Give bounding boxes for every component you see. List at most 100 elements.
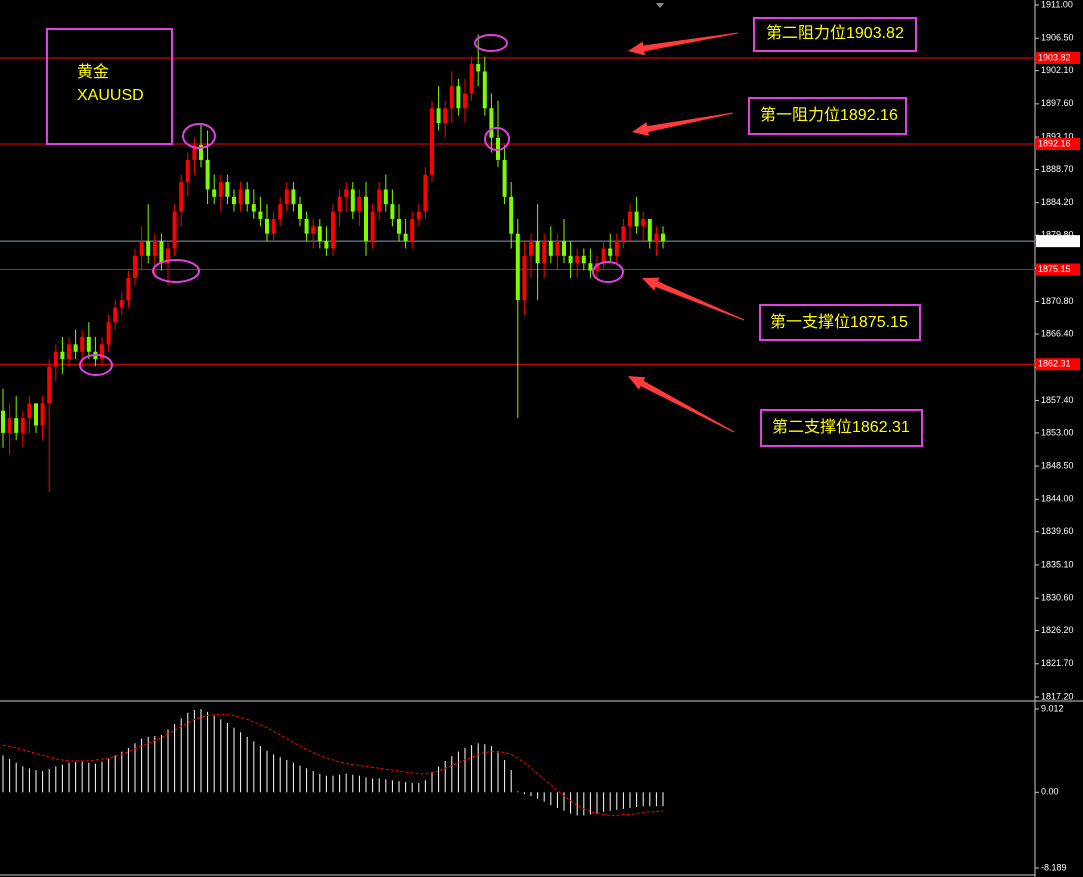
y-tick-label: -8.189 [1041,862,1067,872]
candle-body [291,189,296,205]
candles [1,34,665,492]
candle-body [119,300,124,308]
candle-body [331,211,335,249]
arrow [628,376,735,433]
candle-body [40,403,45,426]
marker-circle [484,127,510,151]
price-label: 1903.82 [1038,52,1071,62]
annotation-boxes: 黄金 XAUUSD 第二阻力位1903.82 第一阻力位1892.16 第一支撑… [46,17,923,447]
candle-body [133,255,137,278]
title: 黄金 [77,63,109,81]
candle-body [416,211,421,219]
price-label-box [1036,263,1080,276]
candle-body [100,344,104,360]
candle-body [614,241,619,256]
candle-body [634,211,639,227]
y-tick-label: 1884.20 [1041,197,1074,207]
candle-body [436,108,441,124]
y-tick-label: 1888.70 [1041,164,1074,174]
candle-body [245,189,250,205]
candle-body [568,255,573,264]
candle-body [139,241,144,256]
candle-body [80,336,85,352]
y-tick-label: 1857.40 [1041,395,1074,405]
y-tick-label: 9.012 [1041,703,1064,713]
candle-body [482,71,487,109]
candle-body [522,255,527,301]
candle-body [337,196,342,212]
price-label: 1892.16 [1038,138,1071,148]
annotation-markers [79,34,624,376]
candle-body [113,307,118,323]
candle-body [601,248,606,264]
marker-circle [182,123,216,149]
candle-body [7,418,12,433]
candle-body [73,344,78,352]
candle-body [344,189,349,197]
price-label-box [1036,137,1080,150]
candle-body [192,145,197,160]
candle-body [502,159,507,197]
annotation-box [759,304,921,341]
candle-body [159,241,164,264]
candle-body [370,211,375,242]
y-tick-label: 1817.20 [1041,691,1074,701]
candle-body [27,403,32,419]
arrow [628,32,739,56]
candle-body [548,241,553,256]
arrow [632,112,734,136]
signal-line [2,714,664,816]
candle-body [53,351,58,367]
candle-body [152,241,157,256]
candle-body [311,226,316,234]
annotation-box [748,97,907,135]
annotation: 第一支撑位1875.15 [770,313,908,331]
candle-body [515,233,520,301]
candle-body [14,418,19,433]
candle-body [575,255,580,264]
candle-body [225,182,230,197]
candle-body [350,189,355,212]
candle-body [383,189,388,205]
marker-circle [152,259,200,283]
candle-body [397,218,401,234]
y-tick-label: 1821.70 [1041,658,1074,668]
candle-body [166,248,170,264]
candle-body [542,241,547,264]
candle-body [423,174,428,212]
price-label-box [1036,235,1080,248]
candle-body [410,218,415,242]
candle-body [377,189,382,212]
price-label: 1862.31 [1038,359,1071,369]
candle-body [608,248,613,256]
y-tick-label: 1906.50 [1041,33,1074,43]
y-tick-label: 1848.50 [1041,460,1074,470]
candle-body [443,108,448,124]
indicator [2,709,664,816]
candle-body [86,336,91,352]
candle-body [47,366,52,404]
y-tick-label: 1844.00 [1041,494,1074,504]
candle-body [476,64,481,72]
candle-body [430,108,434,175]
annotation: 第二支撑位1862.31 [772,418,910,436]
candle-body [251,204,256,212]
candle-body [278,204,283,219]
candle-body [199,145,203,160]
candle-body [34,403,38,426]
candle-body [60,351,65,360]
candle-body [469,64,474,94]
candle-body [106,322,111,345]
y-tick-label: 1879.80 [1041,230,1074,240]
candle-body [232,196,236,205]
price-label-box [1036,358,1080,371]
candle-body [654,233,659,242]
y-tick-label: 1835.10 [1041,559,1074,569]
candle-body [179,182,184,212]
annotation: 第一阻力位1892.16 [760,106,898,124]
title-box [46,28,173,145]
candle-body [555,241,560,256]
candle-body [317,226,322,242]
candle-body [205,159,210,190]
